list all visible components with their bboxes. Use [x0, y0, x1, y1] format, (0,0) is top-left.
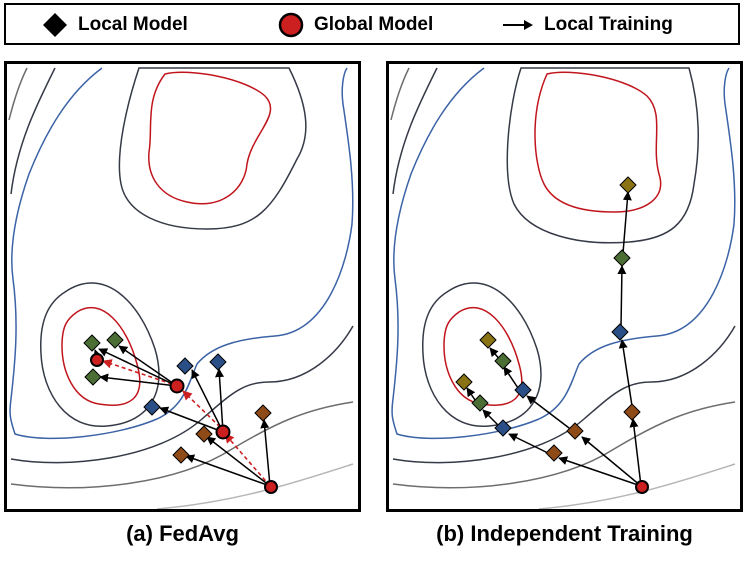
- legend-box: Local Model Global Model Local Training: [4, 3, 740, 45]
- panel-independent-training: [386, 61, 743, 512]
- local-model-blue: [176, 357, 194, 375]
- aggregation-arrows: [102, 359, 271, 487]
- local-model-olive: [479, 331, 497, 349]
- contour-red-left: [443, 306, 523, 406]
- contour-mid: [8, 67, 354, 489]
- local-model-olive: [619, 176, 637, 194]
- contour-red-top: [148, 71, 272, 205]
- local-model-blue: [143, 398, 161, 416]
- legend-global-model-label: Global Model: [314, 14, 434, 35]
- local-model-blue: [611, 323, 629, 341]
- local-model-green: [494, 352, 512, 370]
- local-model-olive: [455, 373, 473, 391]
- local-model-orange: [566, 422, 584, 440]
- local-model-green: [106, 331, 124, 349]
- local-model-blue: [209, 353, 227, 371]
- local-model-green: [613, 249, 631, 267]
- local-model-green: [83, 334, 101, 352]
- local-model-blue: [514, 381, 532, 399]
- independent-loss-landscape: [390, 67, 736, 509]
- contour-dark-left: [40, 282, 160, 427]
- local-model-orange: [623, 403, 641, 421]
- contour-mid: [390, 67, 736, 489]
- contour-red-left: [61, 306, 141, 406]
- legend-local-model-label: Local Model: [78, 14, 188, 35]
- local-model-orange: [545, 444, 563, 462]
- caption-fedavg: (a) FedAvg: [126, 521, 239, 546]
- contour-red-top: [534, 71, 662, 213]
- legend-global-model: Global Model: [278, 12, 434, 38]
- local-training-arrows: [93, 345, 271, 487]
- local-training-arrows: [466, 191, 642, 487]
- global-model: [90, 353, 104, 367]
- local-model-orange: [195, 425, 213, 443]
- local-model-blue: [494, 419, 512, 437]
- fedavg-loss-landscape: [8, 67, 354, 509]
- legend-local-model: Local Model: [42, 13, 188, 37]
- arrow-right-icon: [503, 20, 533, 30]
- local-model-green: [471, 394, 489, 412]
- contour-light: [156, 463, 354, 509]
- contour-dark-outer: [392, 67, 736, 464]
- contour-blue-main: [391, 67, 736, 440]
- global-model: [635, 480, 649, 494]
- contour-blue-main: [9, 67, 354, 440]
- caption-independent-training: (b) Independent Training: [436, 521, 693, 546]
- contour-dark-top: [506, 67, 699, 244]
- panel-fedavg: [4, 61, 361, 512]
- contour-dark-outer: [10, 67, 354, 464]
- diamond-icon: [43, 13, 67, 37]
- red-circle-icon: [278, 12, 304, 38]
- global-model: [264, 480, 278, 494]
- global-model: [169, 378, 185, 394]
- local-model-orange: [254, 404, 272, 422]
- legend-local-training: Local Training: [502, 13, 673, 37]
- local-model-green: [84, 368, 102, 386]
- legend-local-training-label: Local Training: [544, 14, 673, 35]
- global-model: [215, 424, 231, 440]
- contour-dark-top: [118, 67, 307, 230]
- local-model-orange: [172, 446, 190, 464]
